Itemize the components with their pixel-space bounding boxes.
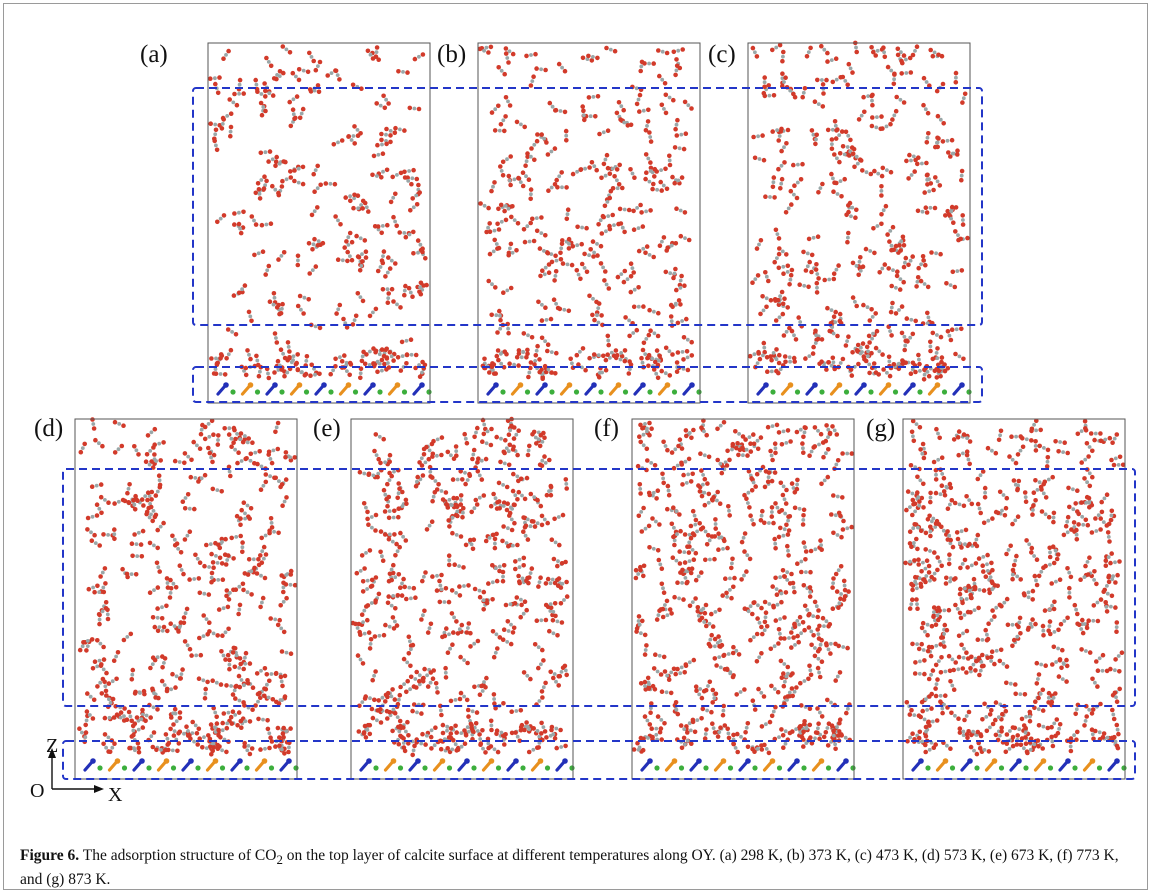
caption-subscript: 2 bbox=[276, 852, 283, 868]
panel-label-c: (c) bbox=[708, 41, 736, 68]
panel-label-d: (d) bbox=[34, 415, 63, 442]
simulation-panels bbox=[62, 40, 1136, 780]
panel-label-a: (a) bbox=[140, 41, 168, 68]
figure-frame bbox=[3, 3, 1148, 890]
highlight-box bbox=[62, 740, 1136, 780]
snapshot-panel bbox=[631, 418, 856, 780]
highlight-box bbox=[192, 366, 983, 403]
caption-text-a: The adsorption structure of CO bbox=[79, 847, 277, 864]
caption-text-b: on the top layer of calcite surface at d… bbox=[20, 847, 1119, 889]
snapshot-panel bbox=[350, 416, 575, 780]
snapshot-panel bbox=[207, 42, 432, 404]
panel-label-f: (f) bbox=[594, 415, 619, 442]
snapshot-panel bbox=[477, 42, 702, 404]
axis-label-origin: O bbox=[30, 780, 44, 802]
snapshot-panel bbox=[747, 40, 972, 404]
figure-6-image: (a) (b) (c) (d) (e) (f) (g) Z X O bbox=[30, 40, 1136, 806]
highlight-box bbox=[192, 87, 983, 326]
axis-label-x: X bbox=[108, 784, 123, 806]
highlight-box bbox=[62, 468, 1136, 707]
snapshot-panel bbox=[74, 417, 299, 780]
axis-label-z: Z bbox=[46, 735, 58, 757]
panel-label-b: (b) bbox=[437, 41, 466, 68]
panel-label-e: (e) bbox=[313, 415, 341, 442]
figure-caption: Figure 6. The adsorption structure of CO… bbox=[20, 846, 1130, 890]
axes-indicator: Z X O bbox=[30, 735, 123, 806]
caption-label: Figure 6. bbox=[20, 847, 80, 864]
snapshot-panel bbox=[902, 418, 1127, 780]
panel-label-g: (g) bbox=[866, 415, 895, 442]
